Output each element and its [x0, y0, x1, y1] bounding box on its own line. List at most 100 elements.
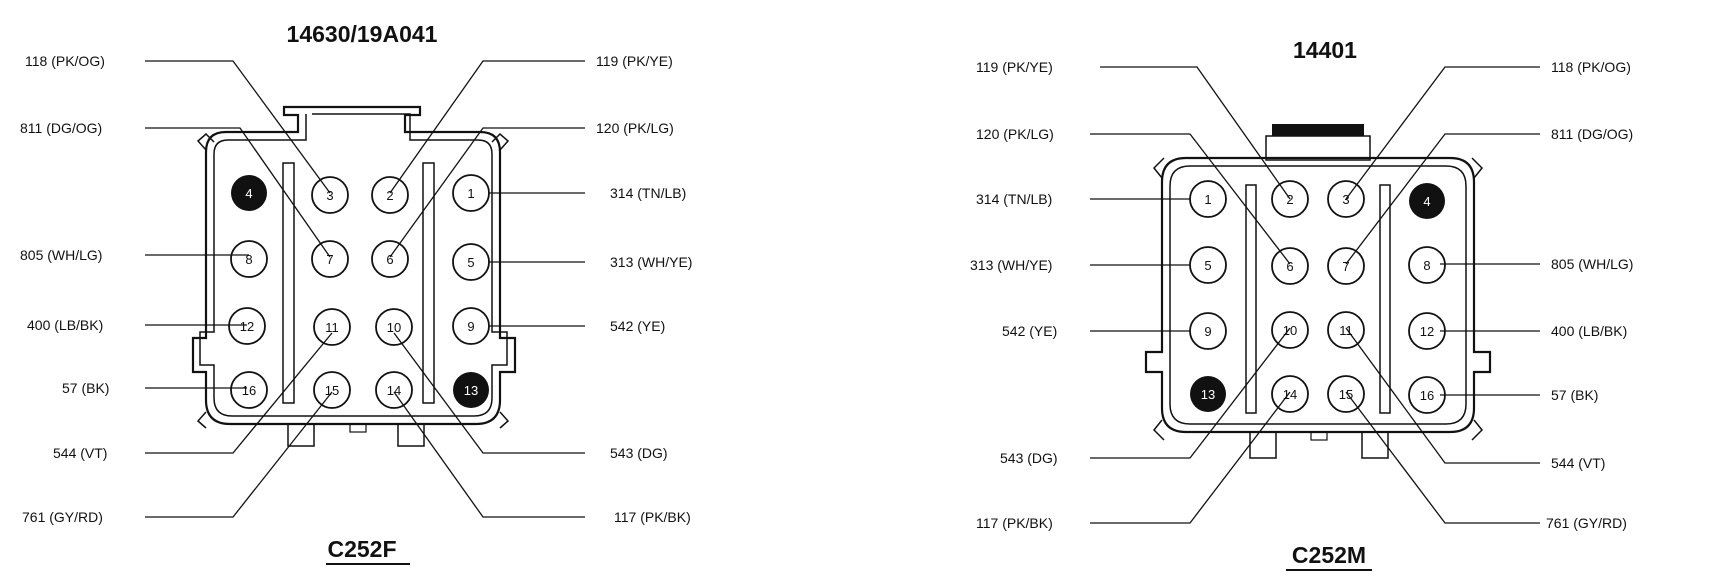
- connector-housing-c252m: [1144, 124, 1492, 459]
- pin-number: 14: [387, 383, 401, 398]
- pin-number: 15: [1339, 387, 1353, 402]
- leader-lines-c252f: [145, 60, 585, 518]
- pin-15: 15: [1327, 375, 1365, 413]
- pin-number: 10: [387, 320, 401, 335]
- wire-label-pin-11: 544 (VT): [53, 445, 107, 461]
- wire-label-pin-3: 118 (PK/OG): [25, 53, 105, 69]
- wire-label-pin-6: 120 (PK/LG): [596, 120, 674, 136]
- pin-number: 11: [325, 320, 339, 335]
- wire-label-pin-10: 543 (DG): [610, 445, 668, 461]
- pin-number: 1: [1204, 192, 1211, 207]
- connector-id-c252m: C252M: [1292, 542, 1366, 568]
- pin-number: 9: [467, 319, 474, 334]
- wire-label-pin-15: 761 (GY/RD): [1546, 515, 1627, 531]
- wire-label-pin-7: 811 (DG/OG): [1551, 126, 1633, 142]
- pin-7: 7: [311, 240, 349, 278]
- pin-9: 9: [452, 307, 490, 345]
- wire-label-pin-14: 117 (PK/BK): [614, 509, 691, 525]
- pin-13-filled: 13: [1190, 376, 1226, 412]
- wire-label-pin-2: 119 (PK/YE): [976, 59, 1053, 75]
- pin-number: 13: [1201, 387, 1215, 402]
- pin-14: 14: [1271, 375, 1309, 413]
- wire-label-pin-2: 119 (PK/YE): [596, 53, 673, 69]
- wire-label-pin-1: 314 (TN/LB): [976, 191, 1052, 207]
- pin-number: 16: [242, 383, 256, 398]
- pin-13-filled: 13: [453, 372, 489, 408]
- pin-number: 4: [1423, 194, 1430, 209]
- pin-number: 6: [386, 252, 393, 267]
- pin-4-filled: 4: [231, 175, 267, 211]
- pin-16: 16: [230, 371, 268, 409]
- wire-label-pin-16: 57 (BK): [62, 380, 109, 396]
- pin-1: 1: [1189, 180, 1227, 218]
- wire-label-pin-8: 805 (WH/LG): [1551, 256, 1633, 272]
- pin-4-filled: 4: [1409, 183, 1445, 219]
- pin-number: 7: [1342, 259, 1349, 274]
- pin-11: 11: [1327, 311, 1365, 349]
- pin-8: 8: [230, 240, 268, 278]
- pin-number: 2: [1286, 192, 1293, 207]
- wire-label-pin-12: 400 (LB/BK): [1551, 323, 1627, 339]
- wire-label-pin-10: 543 (DG): [1000, 450, 1058, 466]
- pin-number: 6: [1286, 259, 1293, 274]
- leader-lines-c252m: [1090, 66, 1540, 524]
- wire-label-pin-9: 542 (YE): [1002, 323, 1057, 339]
- pin-12: 12: [1408, 312, 1446, 350]
- wire-label-pin-3: 118 (PK/OG): [1551, 59, 1631, 75]
- pin-6: 6: [1271, 247, 1309, 285]
- connector-c252f: 14630/19A041: [20, 21, 692, 565]
- pin-10: 10: [375, 308, 413, 346]
- pin-12: 12: [228, 307, 266, 345]
- pin-number: 16: [1420, 388, 1434, 403]
- pin-number: 14: [1283, 387, 1297, 402]
- pin-14: 14: [375, 371, 413, 409]
- pin-number: 10: [1283, 323, 1297, 338]
- pin-number: 11: [1339, 323, 1353, 338]
- pin-number: 7: [326, 252, 333, 267]
- pin-number: 13: [464, 383, 478, 398]
- pin-15: 15: [313, 371, 351, 409]
- pin-6: 6: [371, 240, 409, 278]
- wire-label-pin-6: 120 (PK/LG): [976, 126, 1054, 142]
- wire-label-pin-5: 313 (WH/YE): [970, 257, 1052, 273]
- pin-number: 3: [1342, 192, 1349, 207]
- pin-number: 12: [1420, 324, 1434, 339]
- pin-number: 3: [326, 188, 333, 203]
- pin-2: 2: [371, 176, 409, 214]
- pin-3: 3: [1327, 180, 1365, 218]
- wire-label-pin-7: 811 (DG/OG): [20, 120, 102, 136]
- pin-number: 15: [325, 383, 339, 398]
- wire-label-pin-11: 544 (VT): [1551, 455, 1605, 471]
- wire-label-pin-8: 805 (WH/LG): [20, 247, 102, 263]
- pin-10: 10: [1271, 311, 1309, 349]
- pin-number: 5: [467, 255, 474, 270]
- pin-number: 12: [240, 319, 254, 334]
- pin-7: 7: [1327, 247, 1365, 285]
- part-number-c252m: 14401: [1293, 37, 1357, 63]
- wire-label-pin-1: 314 (TN/LB): [610, 185, 686, 201]
- wire-label-pin-9: 542 (YE): [610, 318, 665, 334]
- pin-5: 5: [1189, 246, 1227, 284]
- pin-number: 1: [467, 186, 474, 201]
- pin-9: 9: [1189, 312, 1227, 350]
- wire-label-pin-12: 400 (LB/BK): [27, 317, 103, 333]
- pin-11: 11: [313, 308, 351, 346]
- pin-8: 8: [1408, 246, 1446, 284]
- pin-number: 2: [386, 188, 393, 203]
- pin-16: 16: [1408, 376, 1446, 414]
- pin-3: 3: [311, 176, 349, 214]
- pin-2: 2: [1271, 180, 1309, 218]
- connector-id-c252f: C252F: [327, 536, 396, 562]
- connector-c252m: 14401: [970, 37, 1633, 571]
- pin-1: 1: [452, 174, 490, 212]
- pin-5: 5: [452, 243, 490, 281]
- part-number-c252f: 14630/19A041: [287, 21, 438, 47]
- pin-number: 4: [245, 186, 252, 201]
- pin-number: 5: [1204, 258, 1211, 273]
- wire-label-pin-5: 313 (WH/YE): [610, 254, 692, 270]
- pin-number: 9: [1204, 324, 1211, 339]
- wire-label-pin-16: 57 (BK): [1551, 387, 1598, 403]
- pin-number: 8: [245, 252, 252, 267]
- pin-number: 8: [1423, 258, 1430, 273]
